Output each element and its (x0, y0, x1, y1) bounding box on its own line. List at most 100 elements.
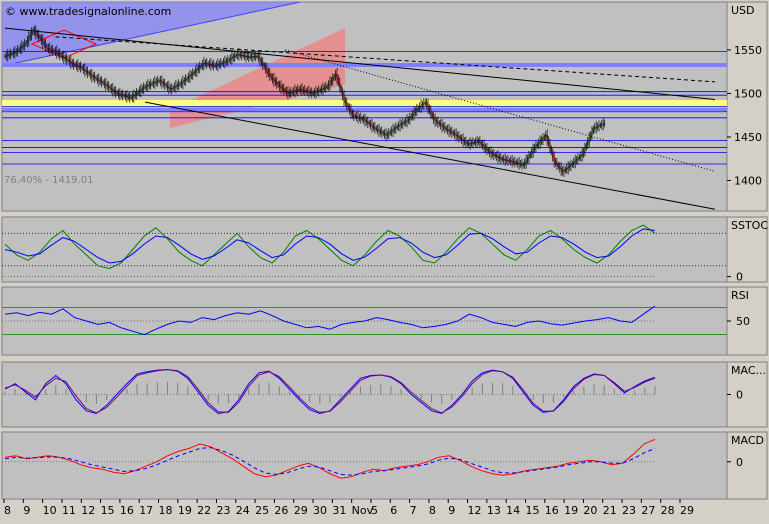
candle-body (276, 81, 278, 84)
price-axis-label: USD (731, 4, 755, 17)
candle-body (259, 58, 261, 61)
candle-body (193, 71, 195, 74)
candle-body (581, 154, 583, 156)
candle-body (400, 123, 403, 126)
candle-body (290, 92, 292, 94)
time-tick-label: 12 (468, 504, 482, 517)
candle-body (598, 125, 600, 127)
candle-body (294, 90, 296, 92)
candle-body (171, 88, 173, 90)
candle-body (323, 87, 326, 90)
candle-body (120, 94, 122, 96)
sstoc-panel[interactable] (1, 216, 728, 283)
candle-body (554, 161, 557, 164)
time-tick-label: 17 (139, 504, 153, 517)
candle-body (106, 84, 108, 87)
candle-body (313, 92, 316, 94)
candle-body (543, 136, 545, 139)
candle-body (441, 124, 443, 127)
candle-body (87, 71, 89, 73)
candle-body (151, 83, 153, 85)
price-tick-label: 1400 (734, 175, 762, 188)
candle-body (95, 77, 97, 79)
candle-body (594, 127, 596, 129)
time-tick-label: 23 (216, 504, 230, 517)
candle-body (60, 54, 62, 56)
candle-body (21, 46, 23, 49)
candle-body (22, 45, 24, 47)
candle-body (585, 144, 588, 149)
candle-body (75, 64, 78, 67)
candle-body (403, 122, 405, 124)
time-tick-label: 19 (178, 504, 192, 517)
macd-panel[interactable] (1, 431, 728, 500)
candle-body (595, 126, 597, 129)
candle-body (320, 89, 323, 91)
candle-body (350, 110, 352, 113)
candle-body (334, 74, 337, 77)
time-tick-label: 24 (236, 504, 250, 517)
candle-body (91, 74, 93, 77)
candle-body (37, 34, 40, 37)
candle-body (538, 142, 540, 145)
candle-body (144, 86, 146, 88)
candle-body (409, 117, 411, 120)
candle-body (325, 87, 327, 89)
candle-body (102, 81, 104, 84)
candle-body (28, 37, 30, 41)
candle-body (159, 80, 162, 82)
candle-body (299, 88, 302, 91)
sstoc-axis-label: SSTOC (731, 219, 768, 232)
candle-body (389, 131, 391, 134)
candle-body (402, 122, 404, 125)
stochastic-plot (2, 224, 727, 277)
candle-body (410, 115, 412, 118)
candle-body (421, 104, 424, 106)
candle-body (479, 141, 481, 143)
candle-body (466, 142, 468, 145)
candle-body (208, 63, 211, 66)
candle-body (539, 141, 541, 144)
time-tick-label: 28 (661, 504, 675, 517)
candle-body (8, 54, 10, 56)
candle-body (148, 84, 150, 86)
candle-body (465, 141, 467, 144)
candle-body (526, 158, 529, 161)
stochastic-series-green_line (4, 224, 656, 270)
candle-body (487, 149, 489, 152)
time-tick-label: 20 (583, 504, 597, 517)
candle-body (508, 160, 510, 162)
candle-body (528, 155, 530, 159)
candle-body (98, 79, 100, 81)
candle-body (500, 157, 502, 160)
candle-body (497, 156, 499, 158)
candle-body (344, 100, 347, 104)
candle-body (25, 42, 27, 45)
candle-body (172, 87, 174, 89)
candle-body (302, 89, 305, 92)
candle-body (540, 139, 543, 142)
candle-body (236, 54, 239, 56)
candle-body (392, 129, 394, 132)
candle-body (489, 151, 491, 153)
candle-body (592, 128, 595, 132)
candle-body (197, 68, 199, 70)
candle-body (7, 54, 9, 57)
candle-body (431, 113, 433, 117)
candle-body (322, 88, 324, 90)
candle-body (47, 48, 50, 50)
candle-body (178, 84, 180, 86)
candle-body (596, 126, 599, 128)
candle-body (134, 94, 136, 96)
candle-body (560, 168, 562, 171)
candle-body (39, 36, 41, 39)
candle-body (88, 72, 90, 74)
candle-body (566, 168, 568, 170)
candle-body (266, 68, 268, 72)
candle-body (545, 135, 547, 137)
candle-body (43, 42, 45, 45)
candle-body (378, 129, 380, 132)
candle-body (496, 155, 498, 157)
candle-body (64, 57, 66, 59)
candle-body (456, 135, 459, 137)
